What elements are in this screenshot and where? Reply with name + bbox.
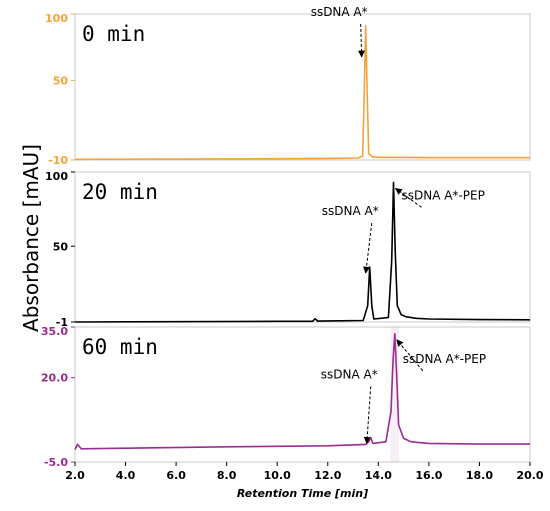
annotation-arrow-1-0 bbox=[363, 222, 373, 274]
annotation-arrow-2-0 bbox=[363, 386, 372, 445]
annotation-arrow-0-0 bbox=[358, 23, 366, 58]
annotation-label-2-1: ssDNA A*-PEP bbox=[403, 352, 486, 366]
y-tick-label-0-0: 100 bbox=[45, 12, 68, 25]
x-tick-label-3: 8.0 bbox=[217, 469, 237, 482]
y-tick-label-0-1: 50 bbox=[53, 74, 69, 87]
trace-1-0 bbox=[74, 181, 531, 323]
panel-label-2: 60 min bbox=[82, 335, 158, 359]
x-tick-label-5: 12.0 bbox=[314, 469, 341, 482]
y-tick-label-1-1: 50 bbox=[53, 240, 69, 253]
panel-label-1: 20 min bbox=[82, 180, 158, 204]
x-tick-label-7: 16.0 bbox=[415, 469, 442, 482]
annotation-label-0-0: ssDNA A* bbox=[311, 5, 368, 19]
panel-label-0: 0 min bbox=[82, 22, 145, 46]
x-tick-label-1: 4.0 bbox=[116, 469, 136, 482]
x-tick-label-9: 20.0 bbox=[516, 469, 543, 482]
x-tick-label-0: 2.0 bbox=[65, 469, 85, 482]
panel-frame-2 bbox=[74, 326, 531, 463]
x-tick-label-4: 10.0 bbox=[264, 469, 291, 482]
x-tick-label-2: 6.0 bbox=[166, 469, 186, 482]
trace-0-0 bbox=[74, 25, 530, 161]
peak-highlight-band bbox=[390, 327, 400, 462]
annotation-label-1-0: ssDNA A* bbox=[322, 204, 379, 218]
y-tick-label-0-2: -10 bbox=[48, 154, 68, 167]
annotation-label-1-1: ssDNA A*-PEP bbox=[402, 188, 485, 202]
y-tick-label-1-2: -1 bbox=[56, 316, 68, 329]
annotation-arrow-2-1 bbox=[396, 339, 424, 372]
annotation-label-2-0: ssDNA A* bbox=[321, 367, 378, 381]
y-tick-label-2-1: 20.0 bbox=[41, 372, 68, 385]
annotation-arrow-1-1 bbox=[394, 187, 422, 208]
x-tick-label-6: 14.0 bbox=[365, 469, 392, 482]
y-tick-label-2-2: -5.0 bbox=[44, 456, 68, 469]
panel-frame-0 bbox=[74, 13, 531, 161]
x-tick-label-8: 18.0 bbox=[466, 469, 493, 482]
y-tick-label-1-0: 100 bbox=[45, 170, 68, 183]
trace-2-0 bbox=[74, 332, 530, 450]
y-axis-label: Absorbance [mAU] bbox=[19, 144, 43, 332]
y-tick-label-2-0: 35.0 bbox=[41, 325, 68, 338]
x-axis-label: Retention Time [min] bbox=[237, 487, 368, 500]
